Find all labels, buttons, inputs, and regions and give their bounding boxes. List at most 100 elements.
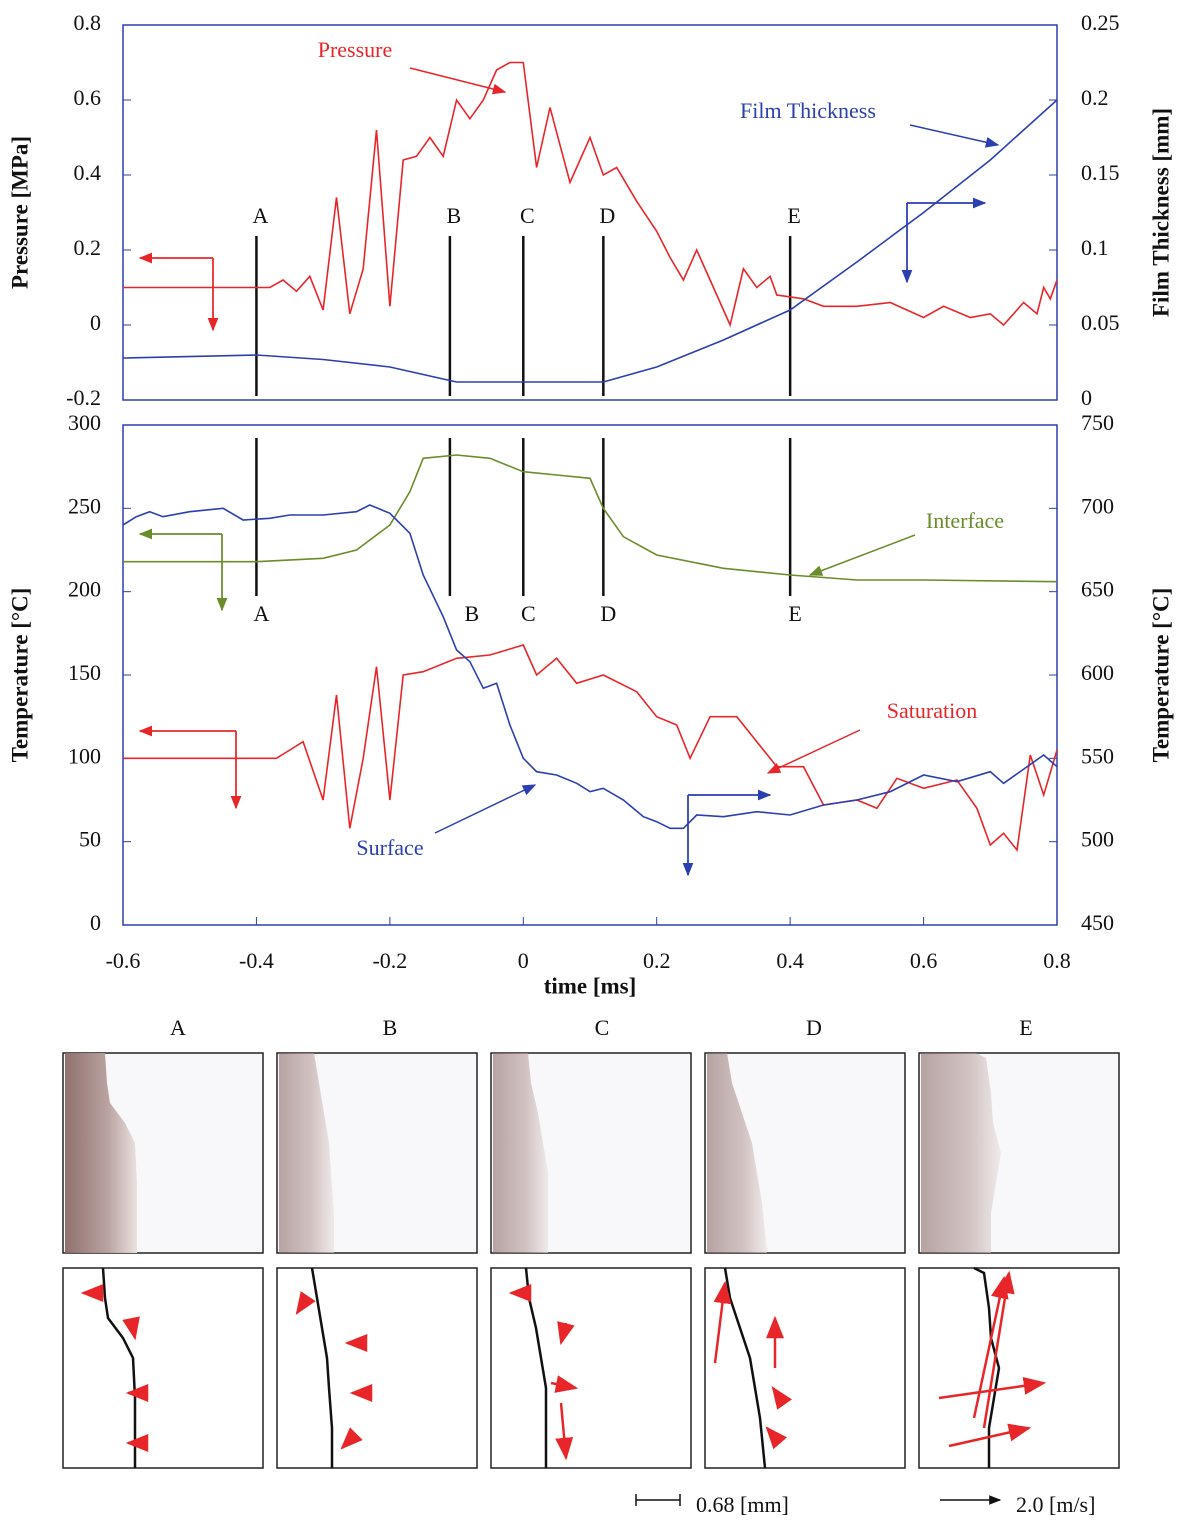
trace-frame <box>62 1267 264 1469</box>
marker-label: D <box>600 601 616 626</box>
panel-label: E <box>1019 1015 1032 1040</box>
x-tick-label: 0.6 <box>910 948 938 973</box>
scale-length: 0.68 [mm] <box>696 1492 789 1517</box>
trace-frame <box>490 1267 692 1469</box>
marker-label: D <box>599 203 615 228</box>
marker-label: B <box>465 601 480 626</box>
y-axis-label: Pressure [MPa] <box>7 136 32 289</box>
x-tick-label: -0.6 <box>106 948 141 973</box>
y-axis-label: Temperature [°C] <box>7 588 32 763</box>
y2-tick-label: 0.1 <box>1081 235 1109 260</box>
marker-label: A <box>252 203 268 228</box>
series-line <box>123 644 1058 852</box>
velocity-arrow <box>948 1423 1032 1448</box>
y-tick-label: 0 <box>90 310 101 335</box>
y-tick-label: 250 <box>68 493 101 518</box>
velocity-arrow <box>295 1291 316 1315</box>
scale-velocity: 2.0 [m/s] <box>1016 1492 1095 1517</box>
velocity-arrow <box>713 1280 732 1364</box>
panel-label: B <box>383 1015 398 1040</box>
y2-tick-label: 550 <box>1081 743 1114 768</box>
photo-band <box>65 1053 137 1253</box>
annotation-arrow <box>909 124 1000 148</box>
panel-label: D <box>806 1015 822 1040</box>
marker-label: A <box>253 601 269 626</box>
plot-frame <box>122 424 1058 926</box>
y-tick-label: 150 <box>68 660 101 685</box>
velocity-arrow <box>557 1321 575 1346</box>
marker-label: E <box>788 601 801 626</box>
x-tick-label: 0 <box>518 948 529 973</box>
scale-bar <box>635 1494 681 1506</box>
y-tick-label: 300 <box>68 410 101 435</box>
velocity-arrow <box>555 1402 574 1461</box>
y2-tick-label: 0.2 <box>1081 85 1109 110</box>
x-tick-label: 0.4 <box>776 948 804 973</box>
series-annotation: Film Thickness <box>740 98 876 123</box>
velocity-arrow <box>938 1376 1047 1400</box>
interface-trace <box>310 1267 334 1468</box>
series-line <box>122 504 1058 830</box>
photo-band <box>921 1053 1001 1253</box>
panel-label: C <box>595 1015 610 1040</box>
y-tick-label: 200 <box>68 577 101 602</box>
annotation-arrow <box>434 784 537 834</box>
y2-tick-label: 500 <box>1081 827 1114 852</box>
x-tick-label: 0.2 <box>643 948 671 973</box>
y-tick-label: 0.2 <box>74 235 102 260</box>
x-tick-label: -0.4 <box>239 948 274 973</box>
series-annotation: Pressure <box>318 37 393 62</box>
y2-tick-label: 450 <box>1081 910 1114 935</box>
y2-axis-label: Temperature [°C] <box>1148 588 1173 763</box>
y2-tick-label: 0.15 <box>1081 160 1120 185</box>
y2-tick-label: 0.25 <box>1081 10 1120 35</box>
marker-label: B <box>447 203 462 228</box>
velocity-arrow <box>982 1270 1015 1429</box>
x-axis-label: time [ms] <box>544 973 637 998</box>
photo-band <box>493 1053 548 1253</box>
trace-frame <box>704 1267 906 1469</box>
y2-axis-label: Film Thickness [mm] <box>1148 108 1173 317</box>
photo-band <box>279 1053 334 1253</box>
plot-frame <box>122 24 1058 401</box>
y-tick-label: -0.2 <box>66 385 101 410</box>
y-tick-label: 0.6 <box>74 85 102 110</box>
axis-indicator <box>140 533 223 610</box>
marker-label: E <box>787 203 800 228</box>
y2-tick-label: 0.05 <box>1081 310 1120 335</box>
velocity-arrow <box>122 1316 140 1341</box>
y2-tick-label: 700 <box>1081 493 1114 518</box>
velocity-arrow <box>972 1275 1009 1419</box>
axis-indicator <box>906 202 985 282</box>
y-tick-label: 0.8 <box>74 10 102 35</box>
annotation-arrow <box>766 729 861 774</box>
y-tick-label: 100 <box>68 743 101 768</box>
axis-indicator <box>140 730 237 808</box>
photo-band <box>707 1053 767 1253</box>
annotation-arrow <box>409 67 507 95</box>
velocity-arrow <box>340 1427 363 1450</box>
y2-tick-label: 750 <box>1081 410 1114 435</box>
y-tick-label: 0 <box>90 910 101 935</box>
y-tick-label: 50 <box>79 827 101 852</box>
velocity-arrow <box>765 1426 788 1450</box>
y-tick-label: 0.4 <box>74 160 102 185</box>
velocity-arrow <box>550 1375 579 1393</box>
series-annotation: Interface <box>926 508 1004 533</box>
axis-indicator <box>140 257 214 330</box>
series-annotation: Saturation <box>887 698 977 723</box>
x-tick-label: -0.2 <box>372 948 407 973</box>
trace-frame <box>918 1267 1120 1469</box>
series-line <box>122 99 1058 383</box>
marker-label: C <box>521 601 536 626</box>
y2-tick-label: 650 <box>1081 577 1114 602</box>
velocity-arrow <box>771 1386 792 1410</box>
marker-label: C <box>520 203 535 228</box>
axis-indicator <box>687 794 770 875</box>
series-line <box>123 454 1058 583</box>
y2-tick-label: 0 <box>1081 385 1092 410</box>
y2-tick-label: 600 <box>1081 660 1114 685</box>
series-line <box>123 61 1058 328</box>
x-tick-label: 0.8 <box>1043 948 1071 973</box>
